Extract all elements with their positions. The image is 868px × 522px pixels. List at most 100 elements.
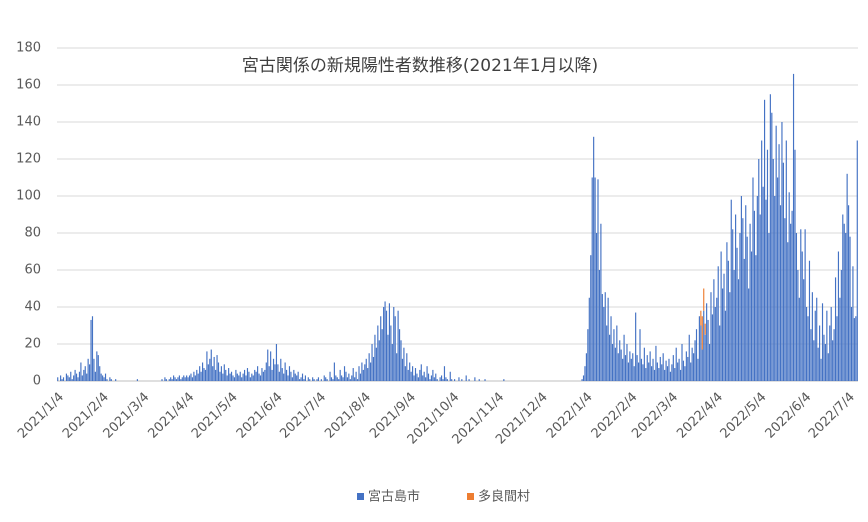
bar — [685, 351, 687, 381]
bar — [687, 356, 689, 381]
bar — [180, 379, 182, 381]
bar — [836, 316, 838, 381]
bar — [816, 297, 818, 381]
bar — [630, 358, 632, 381]
bar — [756, 196, 758, 381]
bar — [708, 344, 711, 381]
bar — [595, 233, 598, 381]
bar — [790, 223, 792, 381]
bar — [313, 379, 315, 381]
bar — [241, 377, 243, 381]
bar — [258, 373, 260, 381]
bar — [197, 373, 199, 381]
bar — [681, 344, 683, 381]
bar — [115, 379, 117, 381]
bar — [351, 375, 353, 381]
bar — [427, 373, 430, 381]
bar — [387, 334, 389, 381]
bar — [416, 373, 418, 381]
bar — [659, 356, 661, 381]
bar — [598, 270, 601, 381]
bar — [813, 340, 815, 381]
bar — [775, 125, 777, 381]
bar — [737, 279, 740, 381]
chart-title: 宮古関係の新規陽性者数推移(2021年1月以降) — [242, 56, 598, 76]
bar — [765, 199, 767, 381]
legend-swatch — [357, 493, 364, 500]
bar — [255, 371, 257, 381]
bar — [762, 186, 764, 381]
bar — [735, 214, 737, 381]
bar — [75, 373, 78, 381]
bar — [840, 270, 842, 381]
bar — [706, 303, 708, 381]
bar — [739, 233, 741, 381]
bar — [259, 375, 262, 381]
bar — [711, 314, 714, 381]
bar — [364, 364, 366, 381]
bar — [703, 310, 705, 381]
bar — [371, 344, 373, 381]
bar — [390, 325, 392, 381]
y-tick-label: 180 — [16, 41, 41, 56]
bar — [349, 379, 351, 381]
bar — [827, 353, 829, 381]
bar — [623, 334, 625, 381]
bar — [451, 379, 453, 381]
bar — [640, 358, 643, 381]
bar — [717, 266, 719, 381]
bar — [850, 307, 853, 381]
bar — [832, 340, 834, 381]
bar — [684, 366, 686, 381]
bar — [594, 177, 596, 381]
bar — [73, 375, 75, 381]
bar — [339, 369, 341, 381]
bar — [777, 177, 779, 381]
bar — [391, 344, 393, 381]
bar — [110, 379, 112, 381]
bar — [772, 159, 774, 381]
x-tick-label: 2021/4/4 — [145, 390, 197, 442]
bar — [374, 334, 376, 381]
bar — [67, 375, 69, 381]
bar — [807, 316, 809, 381]
y-tick-label: 160 — [16, 78, 41, 93]
bar — [223, 364, 225, 381]
bar — [779, 205, 782, 381]
bar — [632, 353, 634, 381]
bar — [236, 373, 238, 381]
bar — [732, 229, 734, 381]
legend-label: 多良間村 — [478, 489, 530, 505]
bar — [209, 358, 211, 381]
bar — [254, 369, 256, 381]
bar — [629, 351, 631, 381]
bar — [222, 373, 224, 381]
bar — [286, 369, 288, 381]
x-tick-label: 2022/6/4 — [763, 390, 815, 442]
bar — [403, 347, 405, 381]
bar — [642, 364, 644, 381]
bar — [194, 375, 196, 381]
bar — [412, 366, 414, 381]
x-tick-label: 2021/6/4 — [234, 390, 286, 442]
bar — [94, 371, 96, 381]
bar — [445, 377, 447, 381]
bar — [503, 379, 505, 381]
bar — [743, 258, 745, 381]
bar — [291, 377, 293, 381]
bar — [740, 196, 742, 381]
bar — [726, 242, 728, 381]
bar — [666, 366, 669, 381]
bar — [432, 369, 434, 381]
bar — [100, 373, 102, 381]
bar — [830, 307, 832, 381]
y-tick-label: 0 — [33, 374, 41, 389]
bar — [853, 318, 855, 381]
bar — [422, 375, 424, 381]
bar — [619, 340, 621, 381]
y-tick-label: 100 — [16, 189, 41, 204]
bar — [766, 149, 769, 381]
bar — [284, 362, 286, 381]
bar — [361, 362, 363, 381]
bar — [695, 329, 698, 381]
